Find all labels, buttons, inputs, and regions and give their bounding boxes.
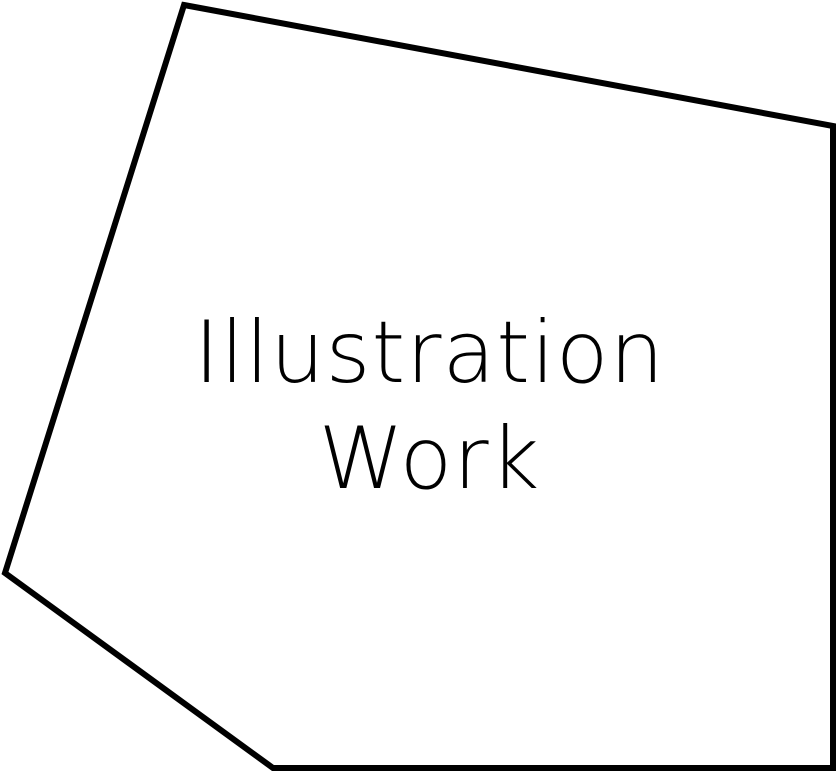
tile-label-line2: Work [318,409,541,509]
tile-label: Illustration Work [10,300,839,512]
tile-label-line1: Illustration [194,303,665,403]
